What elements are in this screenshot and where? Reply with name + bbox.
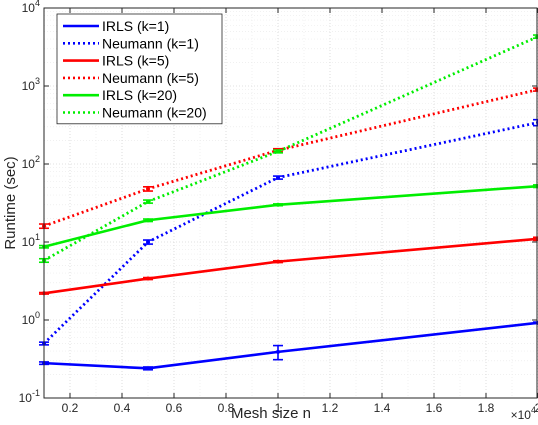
data-point <box>146 199 150 204</box>
series-line <box>43 88 538 228</box>
x-tick-label: 0.2 <box>62 401 79 415</box>
legend-label: IRLS (k=5) <box>102 53 169 69</box>
data-point <box>146 218 150 223</box>
y-axis-label: Runtime (sec) <box>2 156 19 249</box>
data-point <box>276 175 280 180</box>
axis-ticks: 0.2 0.4 0.6 0.8 1 1.2 1.4 1.6 1.8 2 10-1 100 101 102 1… <box>19 0 538 415</box>
series-1 <box>39 118 538 346</box>
plot-frame <box>43 7 538 399</box>
x-axis-multiplier: ×104 <box>511 405 536 422</box>
series-line <box>43 184 538 248</box>
x-tick-label: 1.4 <box>374 401 391 415</box>
x-axis-multiplier-base: ×10 <box>511 408 532 422</box>
y-tick-label: 10-1 <box>19 388 40 405</box>
data-point <box>276 202 280 207</box>
legend-label: IRLS (k=1) <box>102 18 169 34</box>
x-tick-label: 0.8 <box>218 401 235 415</box>
series-2 <box>39 236 538 296</box>
legend-label: Neumann (k=1) <box>102 35 199 51</box>
series-line <box>43 237 538 295</box>
x-tick-label: 1.6 <box>426 401 443 415</box>
y-tick-label: 100 <box>22 310 40 327</box>
series-4 <box>39 184 538 249</box>
data-point <box>276 149 280 154</box>
data-point <box>146 240 150 244</box>
x-axis-multiplier-exponent: 4 <box>531 405 536 415</box>
data-point <box>146 366 150 371</box>
legend-label: Neumann (k=5) <box>102 70 199 86</box>
y-tick-label: 103 <box>22 76 40 93</box>
y-tick-label: 102 <box>22 154 40 171</box>
series-line <box>43 121 538 345</box>
x-tick-label: 0.6 <box>166 401 183 415</box>
x-tick-label: 1.8 <box>478 401 495 415</box>
legend-label: IRLS (k=20) <box>102 87 177 103</box>
x-tick-label: 2 <box>535 401 538 415</box>
legend-box <box>56 13 223 125</box>
y-tick-label: 101 <box>22 232 40 249</box>
series-line <box>43 35 538 262</box>
y-tick-label: 104 <box>22 0 40 15</box>
series-0 <box>39 320 538 371</box>
legend-label: Neumann (k=20) <box>102 105 207 121</box>
data-point <box>276 259 280 264</box>
legend: IRLS (k=1)Neumann (k=1)IRLS (k=5)Neumann… <box>56 13 223 125</box>
x-axis-label: Mesh size n <box>231 405 311 422</box>
x-tick-label: 1.2 <box>322 401 339 415</box>
x-tick-label: 0.4 <box>114 401 131 415</box>
data-point <box>276 349 280 354</box>
data-point <box>146 186 150 191</box>
series-line <box>43 321 538 370</box>
x-tick-label: 1 <box>275 401 282 415</box>
data-point <box>146 276 150 281</box>
grid <box>43 7 538 399</box>
